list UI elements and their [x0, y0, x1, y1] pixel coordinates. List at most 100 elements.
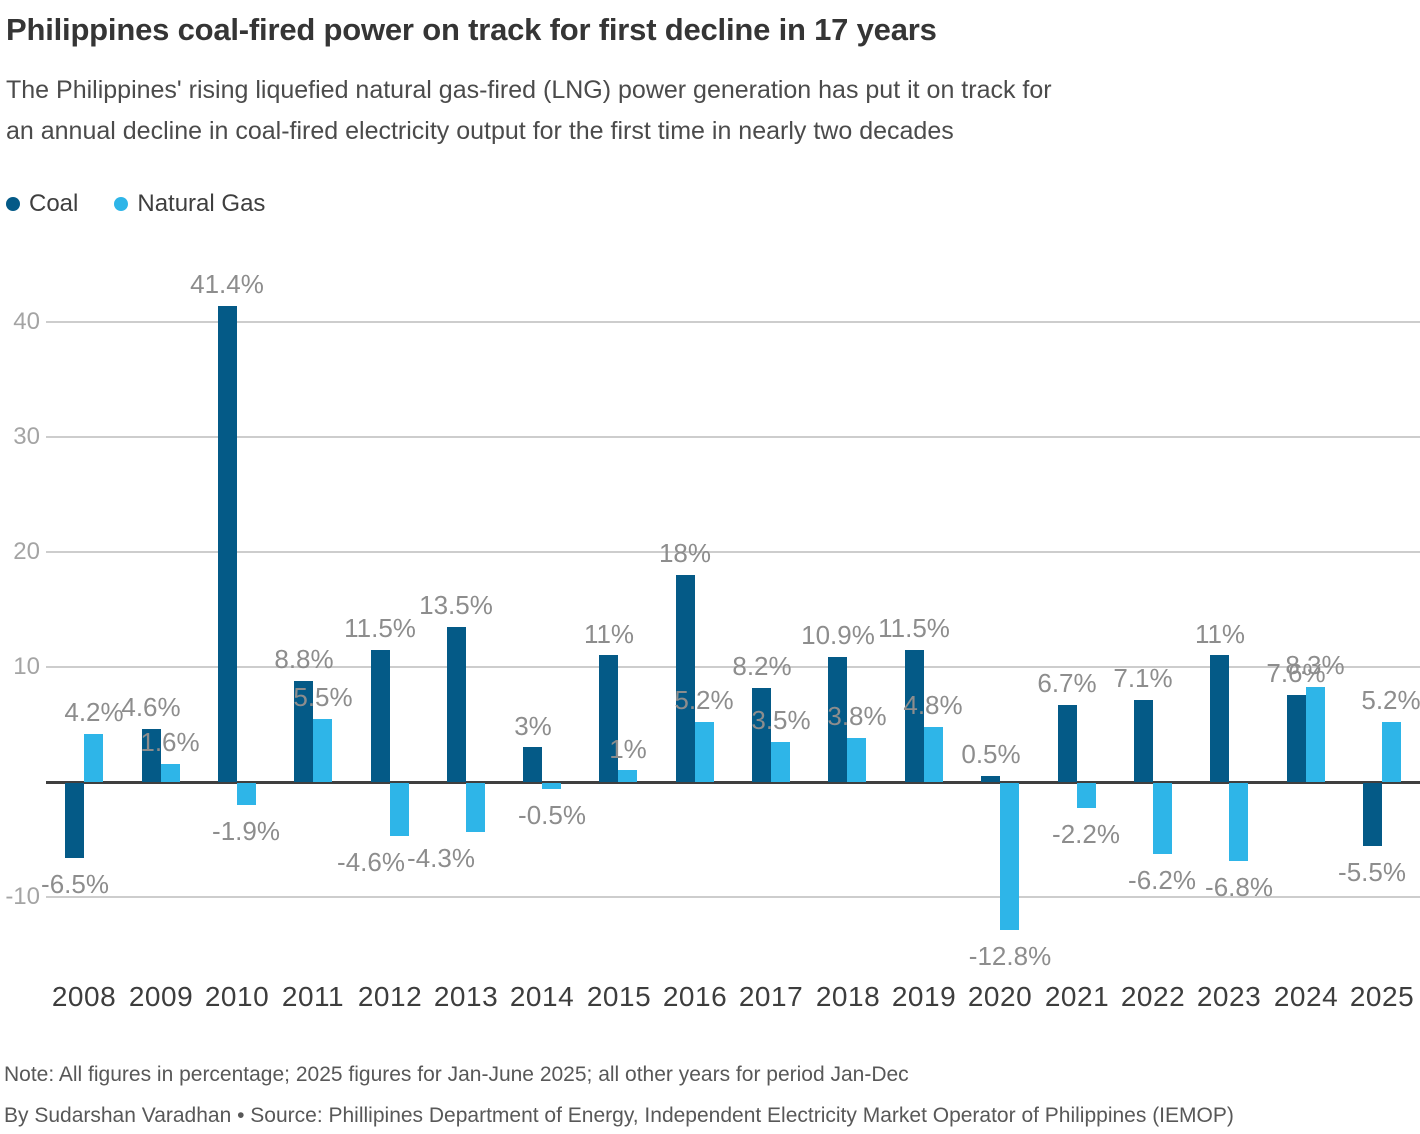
- bar-coal-2021: [1058, 705, 1077, 782]
- legend-label-natural-gas: Natural Gas: [137, 190, 266, 217]
- gridline--10: [46, 896, 1420, 898]
- bar-natural-gas-2011: [313, 719, 332, 782]
- bar-natural-gas-2015: [618, 770, 637, 782]
- bar-value-label-coal-2022: 7.1%: [1113, 663, 1173, 693]
- bar-natural-gas-2025: [1382, 722, 1401, 782]
- bar-coal-2011: [294, 681, 313, 782]
- bar-coal-2010: [218, 306, 237, 782]
- zero-axis-line: [46, 781, 1420, 784]
- bar-natural-gas-2009: [161, 764, 180, 782]
- bar-value-label-coal-2018: 10.9%: [801, 620, 875, 650]
- bar-coal-2017: [752, 688, 771, 782]
- bar-value-label-coal-2015: 11%: [583, 619, 635, 649]
- bar-value-label-coal-2023: 11%: [1194, 619, 1246, 649]
- natural-gas-series-dot-icon: [114, 197, 129, 211]
- gridline-10: [46, 666, 1420, 668]
- bar-value-label-natural-gas-2022: -6.2%: [1128, 865, 1196, 895]
- x-axis-label-2020: 2020: [967, 981, 1033, 1012]
- bar-value-label-coal-2008: -6.5%: [41, 869, 109, 899]
- y-tick-label-30: 30: [13, 423, 40, 450]
- x-axis-label-2021: 2021: [1044, 981, 1110, 1012]
- x-axis-label-2014: 2014: [509, 981, 575, 1012]
- bar-value-label-natural-gas-2011: 5.5%: [293, 682, 353, 712]
- bar-value-label-coal-2012: 11.5%: [344, 613, 416, 643]
- bar-value-label-natural-gas-2009: 1.6%: [140, 727, 200, 757]
- bar-value-label-natural-gas-2021: -2.2%: [1052, 819, 1120, 849]
- legend-item-coal: Coal: [6, 190, 78, 218]
- bar-value-label-natural-gas-2012: -4.6%: [337, 847, 405, 877]
- bar-value-label-natural-gas-2015: 1%: [609, 734, 647, 764]
- bar-natural-gas-2024: [1306, 687, 1325, 782]
- x-axis-label-2025: 2025: [1349, 981, 1415, 1012]
- bar-coal-2018: [828, 657, 847, 782]
- bar-value-label-natural-gas-2017: 3.5%: [751, 705, 811, 735]
- bar-value-label-natural-gas-2019: 4.8%: [903, 690, 963, 720]
- bar-coal-2020: [981, 776, 1000, 782]
- x-axis-label-2010: 2010: [204, 981, 270, 1012]
- bar-natural-gas-2013: [466, 783, 485, 832]
- x-axis-label-2018: 2018: [815, 981, 881, 1012]
- x-axis-label-2012: 2012: [357, 981, 423, 1012]
- bar-natural-gas-2023: [1229, 783, 1248, 861]
- x-axis-label-2015: 2015: [586, 981, 652, 1012]
- y-tick-label--10: -10: [5, 883, 40, 910]
- bar-value-label-natural-gas-2024: 8.3%: [1285, 650, 1345, 680]
- x-axis-label-2017: 2017: [738, 981, 804, 1012]
- bar-natural-gas-2019: [924, 727, 943, 782]
- bar-coal-2008: [65, 783, 84, 858]
- bar-value-label-coal-2013: 13.5%: [419, 590, 493, 620]
- bar-value-label-natural-gas-2016: 5.2%: [674, 685, 734, 715]
- bar-value-label-natural-gas-2025: 5.2%: [1361, 685, 1420, 715]
- bar-natural-gas-2008: [84, 734, 103, 782]
- y-tick-label-20: 20: [13, 538, 40, 565]
- bar-natural-gas-2014: [542, 783, 561, 789]
- page-subtitle: The Philippines' rising liquefied natura…: [6, 70, 1406, 152]
- bar-value-label-natural-gas-2018: 3.8%: [827, 701, 887, 731]
- bar-value-label-natural-gas-2010: -1.9%: [212, 816, 280, 846]
- coal-series-dot-icon: [6, 197, 20, 211]
- bar-coal-2024: [1287, 695, 1306, 782]
- bar-natural-gas-2016: [695, 722, 714, 782]
- subtitle-line-1: The Philippines' rising liquefied natura…: [6, 76, 1052, 104]
- bar-coal-2014: [523, 747, 542, 782]
- chart-byline: By Sudarshan Varadhan • Source: Phillipi…: [4, 1104, 1234, 1127]
- bar-value-label-natural-gas-2023: -6.8%: [1205, 872, 1273, 902]
- bar-coal-2016: [676, 575, 695, 782]
- legend-item-natural-gas: Natural Gas: [114, 190, 265, 218]
- bar-natural-gas-2020: [1000, 783, 1019, 930]
- bar-value-label-coal-2010: 41.4%: [190, 269, 264, 299]
- bar-natural-gas-2022: [1153, 783, 1172, 854]
- bar-coal-2012: [371, 650, 390, 782]
- bar-value-label-coal-2011: 8.8%: [274, 644, 334, 674]
- x-axis-label-2024: 2024: [1273, 981, 1339, 1012]
- legend: Coal Natural Gas: [6, 190, 265, 218]
- bar-coal-2019: [905, 650, 924, 782]
- y-tick-label-10: 10: [13, 653, 40, 680]
- bar-coal-2015: [599, 655, 618, 782]
- gridline-40: [46, 321, 1420, 323]
- subtitle-line-2: an annual decline in coal-fired electric…: [6, 117, 954, 145]
- bar-coal-2022: [1134, 700, 1153, 782]
- y-tick-label-40: 40: [13, 308, 40, 335]
- bar-value-label-coal-2020: 0.5%: [961, 739, 1021, 769]
- bar-value-label-natural-gas-2013: -4.3%: [407, 843, 475, 873]
- bar-natural-gas-2017: [771, 742, 790, 782]
- x-axis-label-2009: 2009: [128, 981, 194, 1012]
- bar-value-label-natural-gas-2008: 4.2%: [64, 697, 124, 727]
- bar-coal-2009: [142, 729, 161, 782]
- x-axis-label-2011: 2011: [281, 981, 345, 1012]
- bar-value-label-coal-2009: 4.6%: [121, 692, 181, 722]
- bar-natural-gas-2021: [1077, 783, 1096, 808]
- bar-value-label-coal-2019: 11.5%: [878, 613, 950, 643]
- bar-coal-2023: [1210, 655, 1229, 782]
- bar-value-label-natural-gas-2020: -12.8%: [968, 941, 1052, 971]
- bar-coal-2025: [1363, 783, 1382, 846]
- page-title: Philippines coal-fired power on track fo…: [6, 12, 937, 47]
- x-axis-label-2019: 2019: [891, 981, 957, 1012]
- x-axis-label-2023: 2023: [1196, 981, 1262, 1012]
- bar-value-label-coal-2021: 6.7%: [1037, 668, 1097, 698]
- x-axis-label-2016: 2016: [662, 981, 728, 1012]
- gridline-20: [46, 551, 1420, 553]
